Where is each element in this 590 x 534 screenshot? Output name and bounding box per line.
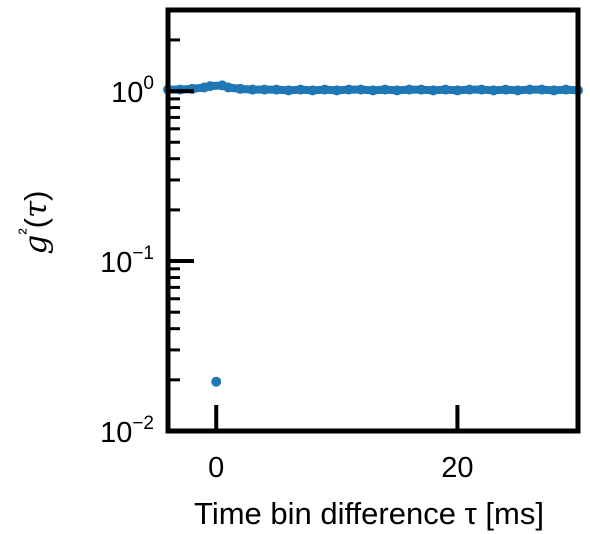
data-point bbox=[235, 83, 246, 94]
data-points bbox=[163, 80, 583, 387]
data-point bbox=[271, 84, 282, 95]
data-point bbox=[259, 84, 270, 95]
y-axis-ticks: 100 10−1 10−2 bbox=[100, 38, 194, 449]
y-axis-label: g²(τ) bbox=[16, 191, 54, 255]
data-point bbox=[464, 84, 475, 95]
data-point bbox=[368, 85, 378, 96]
data-point bbox=[476, 84, 487, 95]
data-point bbox=[355, 84, 366, 95]
data-point bbox=[392, 85, 403, 96]
data-point bbox=[223, 82, 234, 93]
data-point bbox=[512, 85, 523, 96]
x-axis-label: Time bin difference τ [ms] bbox=[194, 496, 544, 531]
data-point bbox=[524, 84, 535, 95]
x-tick-label: 0 bbox=[208, 452, 224, 484]
data-point bbox=[247, 84, 258, 95]
data-point bbox=[211, 376, 222, 387]
data-point bbox=[283, 85, 294, 96]
data-point bbox=[500, 84, 511, 95]
data-point bbox=[295, 84, 306, 95]
data-point bbox=[428, 85, 439, 96]
y-tick-label: 10−2 bbox=[100, 413, 154, 449]
x-tick-label: 20 bbox=[441, 452, 473, 484]
data-point bbox=[488, 85, 499, 96]
data-point bbox=[536, 84, 547, 95]
data-point bbox=[307, 85, 318, 96]
data-point bbox=[404, 84, 415, 95]
y-tick-label: 100 bbox=[111, 73, 154, 109]
data-point bbox=[416, 84, 427, 95]
plot-frame bbox=[165, 7, 581, 434]
y-tick-label: 10−1 bbox=[100, 243, 154, 279]
data-point bbox=[452, 85, 463, 96]
x-axis-ticks: 0 20 bbox=[208, 405, 474, 484]
data-point bbox=[440, 84, 451, 95]
data-point bbox=[380, 84, 391, 95]
data-point bbox=[319, 84, 330, 95]
data-point bbox=[205, 81, 216, 92]
data-point bbox=[343, 84, 354, 95]
data-point bbox=[548, 85, 559, 96]
data-point bbox=[560, 84, 571, 95]
data-point bbox=[331, 85, 342, 96]
